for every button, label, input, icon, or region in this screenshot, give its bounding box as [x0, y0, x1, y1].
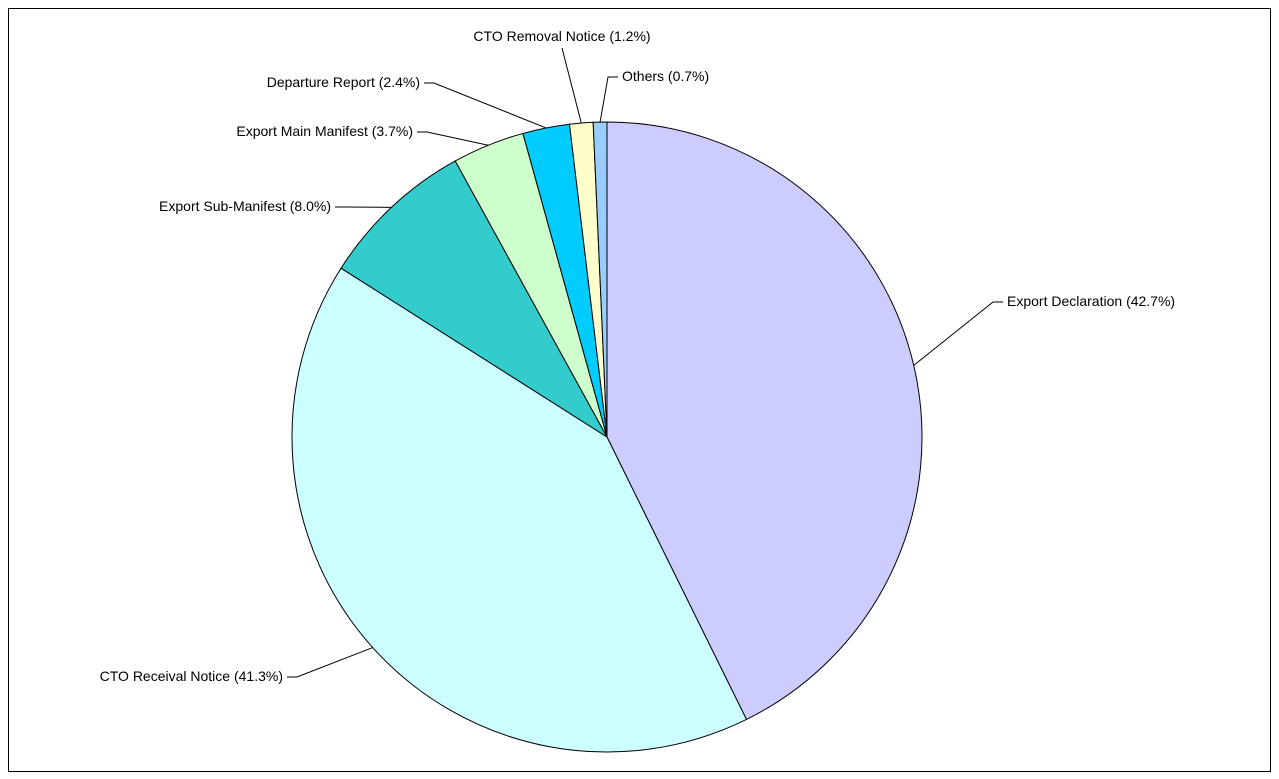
leader-line	[561, 47, 582, 124]
slice-category: Export Main Manifest	[236, 123, 368, 139]
pie-slice	[291, 267, 748, 753]
slice-label: Export Main Manifest (3.7%)	[236, 123, 413, 139]
slice-value-label: (41.3%)	[234, 668, 283, 684]
slice-label: Export Sub-Manifest (8.0%)	[159, 198, 331, 214]
leader-line	[424, 82, 547, 129]
slice-category: CTO Removal Notice	[473, 28, 605, 44]
slice-label: CTO Removal Notice (1.2%)	[473, 28, 650, 44]
slice-value-label: (0.7%)	[668, 68, 709, 84]
pie-slice	[340, 160, 608, 438]
leader-line	[913, 301, 1003, 366]
leader-line	[417, 131, 489, 146]
slice-label: Others (0.7%)	[622, 68, 709, 84]
pie-slice	[592, 121, 608, 438]
slice-value-label: (42.7%)	[1126, 293, 1175, 309]
slice-label: Departure Report (2.4%)	[267, 74, 420, 90]
slice-category: Departure Report	[267, 74, 375, 90]
slice-category: Export Declaration	[1007, 293, 1122, 309]
slice-category: Export Sub-Manifest	[159, 198, 286, 214]
slice-category: CTO Receival Notice	[100, 668, 231, 684]
leader-line	[599, 76, 618, 123]
slice-category: Others	[622, 68, 664, 84]
slice-value-label: (3.7%)	[372, 123, 413, 139]
slice-label: Export Declaration (42.7%)	[1007, 293, 1175, 309]
leader-line	[287, 647, 373, 678]
slice-value-label: (2.4%)	[379, 74, 420, 90]
slice-value-label: (8.0%)	[290, 198, 331, 214]
slice-value-label: (1.2%)	[609, 28, 650, 44]
slice-label: CTO Receival Notice (41.3%)	[100, 668, 283, 684]
